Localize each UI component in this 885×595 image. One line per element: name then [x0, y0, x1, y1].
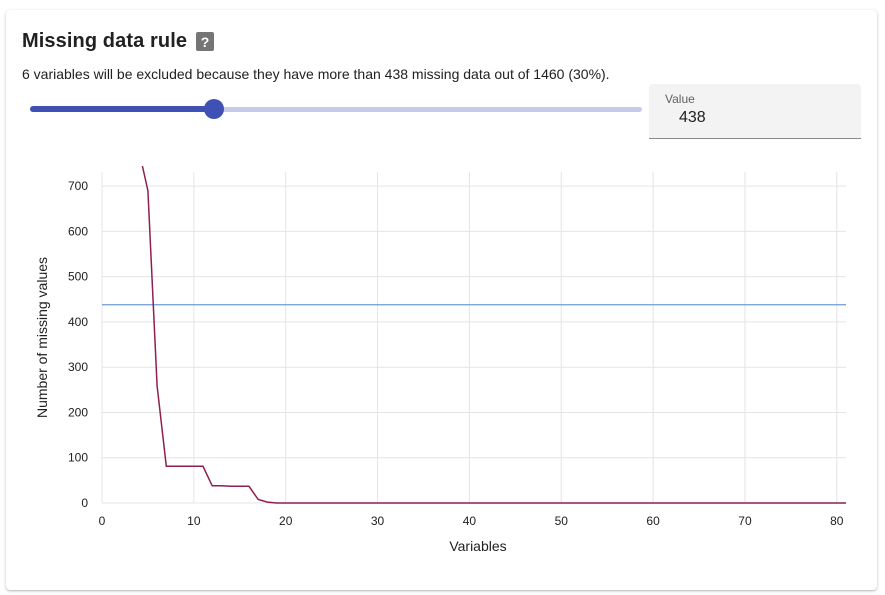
- x-tick-label: 20: [279, 514, 293, 528]
- x-tick-label: 0: [99, 514, 106, 528]
- missing-values-chart: 0 10 20 30 40 50 60 70 80 0 100 200 300 400 500 600 700…: [34, 165, 846, 554]
- x-tick-label: 10: [187, 514, 201, 528]
- exclusion-description: 6 variables will be excluded because the…: [22, 66, 610, 82]
- y-tick-label: 0: [81, 496, 88, 510]
- missing-data-panel: Missing data rule ? 6 variables will be …: [6, 10, 877, 590]
- x-tick-label: 30: [371, 514, 385, 528]
- value-field-label: Value: [665, 92, 695, 106]
- title-row: Missing data rule ?: [22, 30, 215, 53]
- y-tick-label: 500: [68, 270, 88, 284]
- y-tick-label: 200: [68, 405, 88, 419]
- y-tick-labels: 0 100 200 300 400 500 600 700: [68, 179, 88, 510]
- x-tick-label: 50: [555, 514, 569, 528]
- y-tick-label: 400: [68, 315, 88, 329]
- series-group: [141, 165, 846, 504]
- x-tick-label: 80: [830, 514, 844, 528]
- missing-values-line: [141, 165, 846, 504]
- x-tick-label: 60: [646, 514, 660, 528]
- x-tick-label: 40: [463, 514, 477, 528]
- slider-track: [30, 106, 214, 112]
- slider-thumb[interactable]: [203, 99, 224, 119]
- x-axis-title: Variables: [449, 538, 506, 554]
- x-tick-labels: 0 10 20 30 40 50 60 70 80: [99, 514, 844, 528]
- value-input[interactable]: [679, 109, 839, 127]
- x-tick-label: 70: [738, 514, 752, 528]
- y-tick-label: 600: [68, 224, 88, 238]
- y-tick-label: 700: [68, 179, 88, 193]
- panel-title: Missing data rule: [22, 30, 188, 52]
- question-mark-icon[interactable]: ?: [196, 32, 215, 51]
- y-tick-label: 300: [68, 360, 88, 374]
- chart-grid: [101, 172, 846, 504]
- value-field[interactable]: Value: [649, 84, 861, 139]
- slider-rail: [30, 107, 642, 112]
- y-tick-label: 100: [68, 451, 88, 465]
- threshold-slider[interactable]: [30, 98, 642, 120]
- y-axis-title: Number of missing values: [34, 257, 50, 418]
